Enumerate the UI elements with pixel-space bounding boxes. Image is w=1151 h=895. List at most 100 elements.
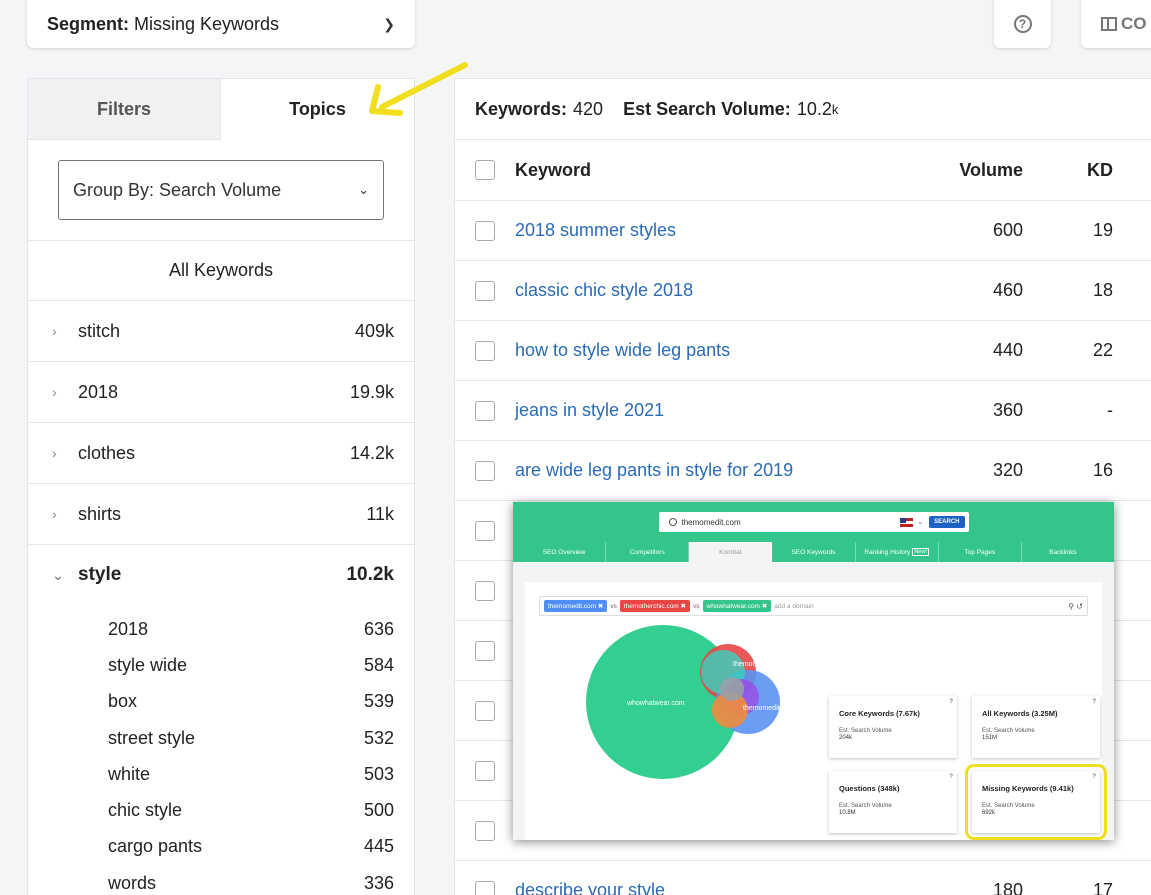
card-label: Est. Search Volume [839,803,892,809]
domain-chip: whowhatwear.com ✖ [702,600,772,612]
all-keywords-item[interactable]: All Keywords [28,240,414,300]
embedded-domain-bar: themomedit.com ✖ vs themotherchic.com ✖ … [539,596,1088,616]
venn-label-red: themotherchi [733,661,774,668]
card-title: Missing Keywords (9.41k) [982,784,1074,793]
tab-filters[interactable]: Filters [28,79,221,139]
topic-count: 409k [354,320,394,341]
annotation-arrow [369,62,468,116]
row-checkbox[interactable] [475,640,495,661]
kd-cell: 19 [1092,220,1113,240]
embedded-header: themomedit.com ⌄ SEARCH [513,502,1114,542]
search-history-icon: ⚲ ↺ [1068,601,1083,611]
subtopic-row[interactable]: street style 532 [28,720,414,756]
venn-overlap-center [720,677,744,701]
kd-cell: 16 [1092,460,1113,480]
subtopic-row[interactable]: 2018 636 [28,611,414,647]
subtopic-row[interactable]: words 336 [28,865,414,895]
venn-label-blue: themomedit.com [743,705,795,712]
embedded-screenshot: themomedit.com ⌄ SEARCH SEO Overview Com… [513,502,1114,840]
keyword-link[interactable]: 2018 summer styles [515,220,677,240]
columns-icon [1101,17,1117,31]
embedded-body: themomedit.com ✖ vs themotherchic.com ✖ … [513,562,1114,840]
chevron-down-icon: ⌄ [358,182,369,197]
subtopic-name: cargo pants [108,836,203,857]
keywords-count-value: 420 [573,98,604,119]
kd-cell: 22 [1092,340,1113,360]
subtopic-row[interactable]: chic style 500 [28,792,414,828]
topic-row-expanded[interactable]: ⌄ style 10.2k [28,544,414,605]
subtopic-name: white [108,763,151,784]
topic-count: 11k [366,503,394,524]
panel-tabs: Filters Topics [28,79,414,140]
table-row: describe your style 180 17 [455,861,1151,895]
subtopic-name: words [108,872,157,893]
questions-card: ? Questions (348k) Est. Search Volume 10… [829,771,957,833]
row-checkbox[interactable] [475,760,495,781]
subtopic-name: style wide [108,654,188,675]
volume-cell: 460 [992,280,1023,300]
subtopic-row[interactable]: box 539 [28,684,414,720]
topic-row[interactable]: › shirts 11k [28,483,414,544]
columns-button[interactable]: CO [1081,0,1151,48]
embedded-nav: SEO Overview Competitors Kombat SEO Keyw… [513,542,1114,562]
search-icon [668,518,677,526]
topic-count: 19.9k [349,381,394,402]
topic-row[interactable]: › clothes 14.2k [28,422,414,483]
venn-diagram: whowhatwear.com themotherchi themomedit.… [586,625,795,779]
segment-dropdown[interactable]: Segment: Missing Keywords ❯ [27,0,415,48]
topic-row[interactable]: › stitch 409k [28,300,414,361]
keyword-link[interactable]: jeans in style 2021 [515,400,665,420]
venn-label-big: whowhatwear.com [626,700,685,707]
embedded-nav-tab-active: Kombat [689,542,773,562]
row-checkbox[interactable] [475,520,495,541]
topics-panel: Filters Topics Group By: Search Volume ⌄… [27,78,415,895]
segment-label: Segment: [47,13,130,34]
card-title: Core Keywords (7.67k) [839,709,920,718]
card-title: Questions (348k) [839,784,900,793]
subtopic-row[interactable]: cargo pants 445 [28,829,414,865]
topic-row[interactable]: › 2018 19.9k [28,361,414,422]
keyword-link[interactable]: are wide leg pants in style for 2019 [515,460,794,480]
vs-label: vs [610,602,617,610]
card-value: 204k [839,735,853,741]
row-checkbox[interactable] [475,700,495,721]
row-checkbox[interactable] [475,340,495,361]
card-label: Est. Search Volume [982,728,1035,734]
domain-chip-label: themomedit.com [548,603,597,610]
embedded-search-button: SEARCH [929,516,965,528]
group-by-select[interactable]: Group By: Search Volume ⌄ [58,160,384,220]
kd-column-header[interactable]: KD [1087,159,1113,180]
row-checkbox[interactable] [475,400,495,421]
select-all-checkbox[interactable] [475,160,495,180]
row-checkbox[interactable] [475,460,495,481]
card-value: 692k [982,810,996,816]
keyword-link[interactable]: how to style wide leg pants [515,340,731,360]
volume-column-header[interactable]: Volume [959,159,1023,180]
subtopic-name: chic style [108,800,183,821]
row-checkbox[interactable] [475,580,495,601]
volume-cell: 180 [992,880,1023,895]
domain-chip-label: themotherchic.com [623,603,679,610]
row-checkbox[interactable] [475,280,495,301]
subtopic-count: 336 [363,872,394,893]
subtopic-row[interactable]: white 503 [28,756,414,792]
keyword-link[interactable]: classic chic style 2018 [515,280,694,300]
keyword-link[interactable]: describe your style [515,880,666,895]
group-by-label: Group By: Search Volume [73,179,282,200]
keyword-column-header[interactable]: Keyword [515,159,592,180]
embedded-nav-tab: Competitors [606,542,690,562]
card-value: 10.8M [839,810,856,816]
missing-keywords-card: ? Missing Keywords (9.41k) Est. Search V… [965,764,1107,840]
help-button[interactable]: ? [994,0,1051,48]
subtopic-count: 636 [363,618,394,639]
topic-count: 10.2k [346,564,394,585]
segment-value: Missing Keywords [134,13,280,34]
row-checkbox[interactable] [475,880,495,895]
subtopic-count: 503 [363,763,394,784]
row-checkbox[interactable] [475,820,495,841]
row-checkbox[interactable] [475,220,495,241]
topic-name: stitch [78,320,121,341]
subtopic-row[interactable]: style wide 584 [28,647,414,683]
columns-label: CO [1121,14,1147,33]
domain-chip: themomedit.com ✖ [544,600,608,612]
